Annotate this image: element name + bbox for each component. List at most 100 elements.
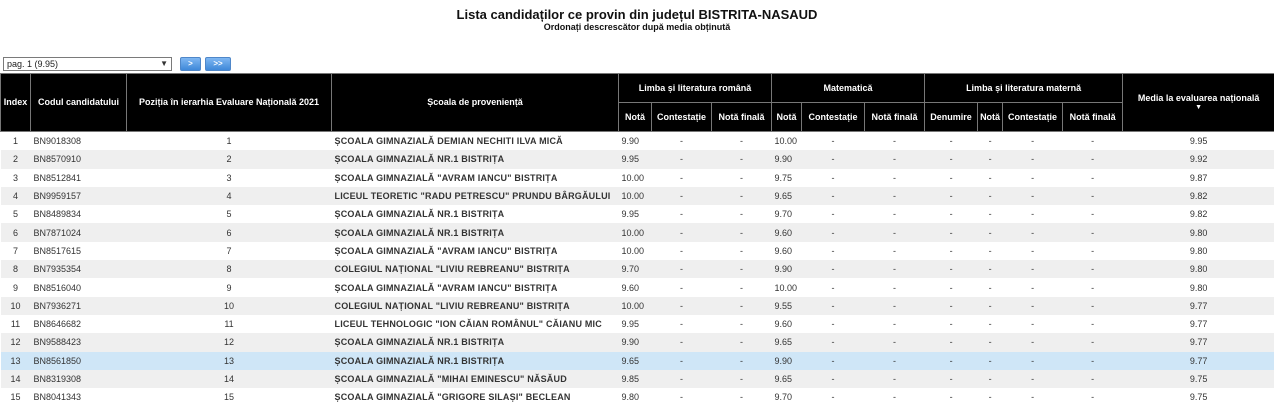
row-ro-nota-finala: -	[740, 172, 744, 183]
row-ma-nota-finala: -	[864, 333, 925, 352]
row-school[interactable]: ȘCOALA GIMNAZIALĂ NR.1 BISTRIȚA	[331, 150, 619, 169]
row-ro-nota-finala: -	[711, 260, 772, 279]
table-row[interactable]: 6 BN7871024 6 ȘCOALA GIMNAZIALĂ NR.1 BISTRI…	[0, 223, 1274, 242]
row-position: 5	[226, 209, 232, 220]
row-mt-nota-finala: -	[1062, 260, 1123, 279]
row-mt-nota: -	[988, 282, 992, 293]
row-mt-nota: -	[977, 223, 1003, 242]
col-header-ro-nota-finala[interactable]: Notă finală	[710, 102, 773, 132]
col-header-mt-contestatie[interactable]: Contestație	[1002, 102, 1064, 132]
row-ma-nota: 9.90	[771, 150, 802, 169]
col-header-ro-nota[interactable]: Notă	[618, 102, 652, 132]
row-index: 10	[0, 296, 31, 315]
row-ma-nota-finala: -	[864, 260, 925, 279]
row-ma-nota: 10.00	[774, 136, 798, 147]
row-index: 7	[12, 245, 18, 256]
table-row[interactable]: 9 BN8516040 9 ȘCOALA GIMNAZIALĂ "AVRAM IANC…	[1, 278, 1274, 296]
table-row[interactable]: 4 BN9959157 4 LICEUL TEORETIC "RADU PETRESC…	[0, 186, 1274, 206]
row-position: 1	[226, 136, 232, 147]
row-index: 5	[12, 209, 18, 220]
row-school[interactable]: ȘCOALA GIMNAZIALĂ NR.1 BISTRIȚA	[331, 223, 619, 242]
col-header-ma-nota-finala[interactable]: Notă finală	[864, 102, 926, 132]
row-school[interactable]: ȘCOALA GIMNAZIALĂ DEMIAN NECHITI ILVA MI…	[334, 136, 563, 147]
row-mt-nota: -	[977, 150, 1003, 169]
row-ro-contestatie: -	[651, 150, 712, 169]
col-header-mt-denumire[interactable]: Denumire	[924, 102, 979, 132]
row-position: 11	[224, 319, 234, 330]
row-mt-nota-finala: -	[1062, 186, 1123, 206]
row-school[interactable]: ȘCOALA GIMNAZIALĂ "MIHAI EMINESCU" NĂSĂU…	[331, 369, 619, 389]
col-header-position[interactable]: Poziția în ierarhia Evaluare Națională 2…	[126, 73, 332, 132]
row-school[interactable]: ȘCOALA GIMNAZIALĂ "AVRAM IANCU" BISTRIȚA	[334, 245, 558, 256]
col-header-media-label: Media la evaluarea națională	[1137, 93, 1260, 103]
col-header-mt-nota[interactable]: Notă	[977, 102, 1004, 132]
table-row[interactable]: 2 BN8570910 2 ȘCOALA GIMNAZIALĂ NR.1 BISTRI…	[0, 150, 1274, 169]
table-row[interactable]: 8 BN7935354 8 COLEGIUL NAȚIONAL "LIVIU REBR…	[0, 260, 1274, 279]
row-school[interactable]: LICEUL TEHNOLOGIC "ION CĂIAN ROMÂNUL" CĂ…	[334, 319, 602, 330]
row-ro-nota-finala: -	[711, 369, 772, 389]
row-mt-denumire: -	[949, 392, 953, 403]
row-school[interactable]: ȘCOALA GIMNAZIALĂ NR.1 BISTRIȚA	[334, 209, 505, 220]
row-index: 13	[0, 351, 31, 370]
row-school[interactable]: ȘCOALA GIMNAZIALĂ "GRIGORE SILAȘI" BECLE…	[334, 392, 571, 403]
row-mt-contestatie: -	[1002, 150, 1063, 169]
table-row[interactable]: 7 BN8517615 7 ȘCOALA GIMNAZIALĂ "AVRAM IANC…	[1, 242, 1274, 260]
row-school[interactable]: ȘCOALA GIMNAZIALĂ NR.1 BISTRIȚA	[331, 333, 619, 352]
row-code: BN8646682	[33, 319, 82, 330]
row-school[interactable]: COLEGIUL NAȚIONAL "LIVIU REBREANU" BISTR…	[331, 260, 619, 279]
row-mt-nota: -	[988, 319, 992, 330]
row-index: 9	[12, 282, 18, 293]
table-row[interactable]: 1 BN9018308 1 ȘCOALA GIMNAZIALĂ DEMIAN NECH…	[1, 132, 1274, 151]
row-mt-contestatie: -	[1002, 223, 1063, 242]
row-code: BN8516040	[33, 282, 82, 293]
col-header-ro-contestatie[interactable]: Contestație	[651, 102, 712, 132]
last-page-button[interactable]: >>	[205, 56, 231, 71]
row-index: 8	[0, 260, 31, 279]
row-ro-contestatie: -	[680, 319, 683, 330]
row-ma-nota-finala: -	[893, 319, 897, 330]
row-ma-nota: 9.90	[771, 351, 802, 370]
table-row[interactable]: 10 BN7936271 10 COLEGIUL NAȚIONAL "LIVIU RE…	[0, 296, 1274, 315]
col-header-school[interactable]: Școala de proveniență	[331, 73, 619, 132]
row-school[interactable]: ȘCOALA GIMNAZIALĂ "AVRAM IANCU" BISTRIȚA	[334, 172, 558, 183]
col-header-ma-contestatie[interactable]: Contestație	[801, 102, 866, 132]
table-row[interactable]: 11 BN8646682 11 LICEUL TEHNOLOGIC "ION CĂIA…	[1, 315, 1274, 333]
table-row[interactable]: 5 BN8489834 5 ȘCOALA GIMNAZIALĂ NR.1 BISTRI…	[1, 205, 1274, 223]
row-media: 9.75	[1122, 369, 1274, 389]
row-mt-contestatie: -	[1031, 392, 1035, 403]
row-code: BN8570910	[30, 150, 127, 169]
row-media: 9.80	[1189, 282, 1208, 293]
row-school[interactable]: ȘCOALA GIMNAZIALĂ "AVRAM IANCU" BISTRIȚA	[334, 282, 558, 293]
row-ro-nota: 10.00	[618, 186, 652, 206]
table-row[interactable]: 15 BN8041343 15 ȘCOALA GIMNAZIALĂ "GRIGORE …	[1, 388, 1274, 406]
row-ro-contestatie: -	[680, 209, 683, 220]
next-page-button[interactable]: >	[180, 56, 201, 71]
col-header-code[interactable]: Codul candidatului	[30, 73, 127, 132]
row-position: 2	[126, 150, 332, 169]
table-row[interactable]: 14 BN8319308 14 ȘCOALA GIMNAZIALĂ "MIHAI EM…	[0, 369, 1274, 389]
col-header-index[interactable]: Index	[0, 73, 31, 132]
table-row[interactable]: 12 BN9588423 12 ȘCOALA GIMNAZIALĂ NR.1 BIST…	[0, 333, 1274, 352]
row-ma-contestatie: -	[831, 172, 835, 183]
row-index: 15	[10, 392, 21, 403]
row-school[interactable]: ȘCOALA GIMNAZIALĂ NR.1 BISTRIȚA	[331, 351, 619, 370]
row-ro-contestatie: -	[651, 333, 712, 352]
table-row[interactable]: 13 BN8561850 13 ȘCOALA GIMNAZIALĂ NR.1 BIST…	[0, 351, 1274, 370]
col-header-media[interactable]: Media la evaluarea națională ▼	[1122, 73, 1274, 132]
row-code: BN9018308	[33, 136, 82, 147]
page-select[interactable]: pag. 1 (9.95) ▼	[3, 56, 172, 71]
row-code: BN7936271	[30, 296, 127, 315]
row-media: 9.87	[1189, 172, 1208, 183]
row-ro-nota: 10.00	[621, 172, 645, 183]
row-mt-nota-finala: -	[1062, 333, 1123, 352]
row-school[interactable]: COLEGIUL NAȚIONAL "LIVIU REBREANU" BISTR…	[331, 296, 619, 315]
row-code: BN8512841	[33, 172, 82, 183]
row-ma-contestatie: -	[801, 260, 865, 279]
row-school[interactable]: LICEUL TEORETIC "RADU PETRESCU" PRUNDU B…	[331, 186, 619, 206]
row-ro-nota: 9.80	[621, 392, 640, 403]
col-header-ma-nota[interactable]: Notă	[771, 102, 803, 132]
col-header-mt-nota-finala[interactable]: Notă finală	[1062, 102, 1124, 132]
row-ro-nota-finala: -	[740, 319, 744, 330]
table-row[interactable]: 3 BN8512841 3 ȘCOALA GIMNAZIALĂ "AVRAM IANC…	[1, 169, 1274, 187]
row-mt-nota-finala: -	[1062, 351, 1123, 370]
